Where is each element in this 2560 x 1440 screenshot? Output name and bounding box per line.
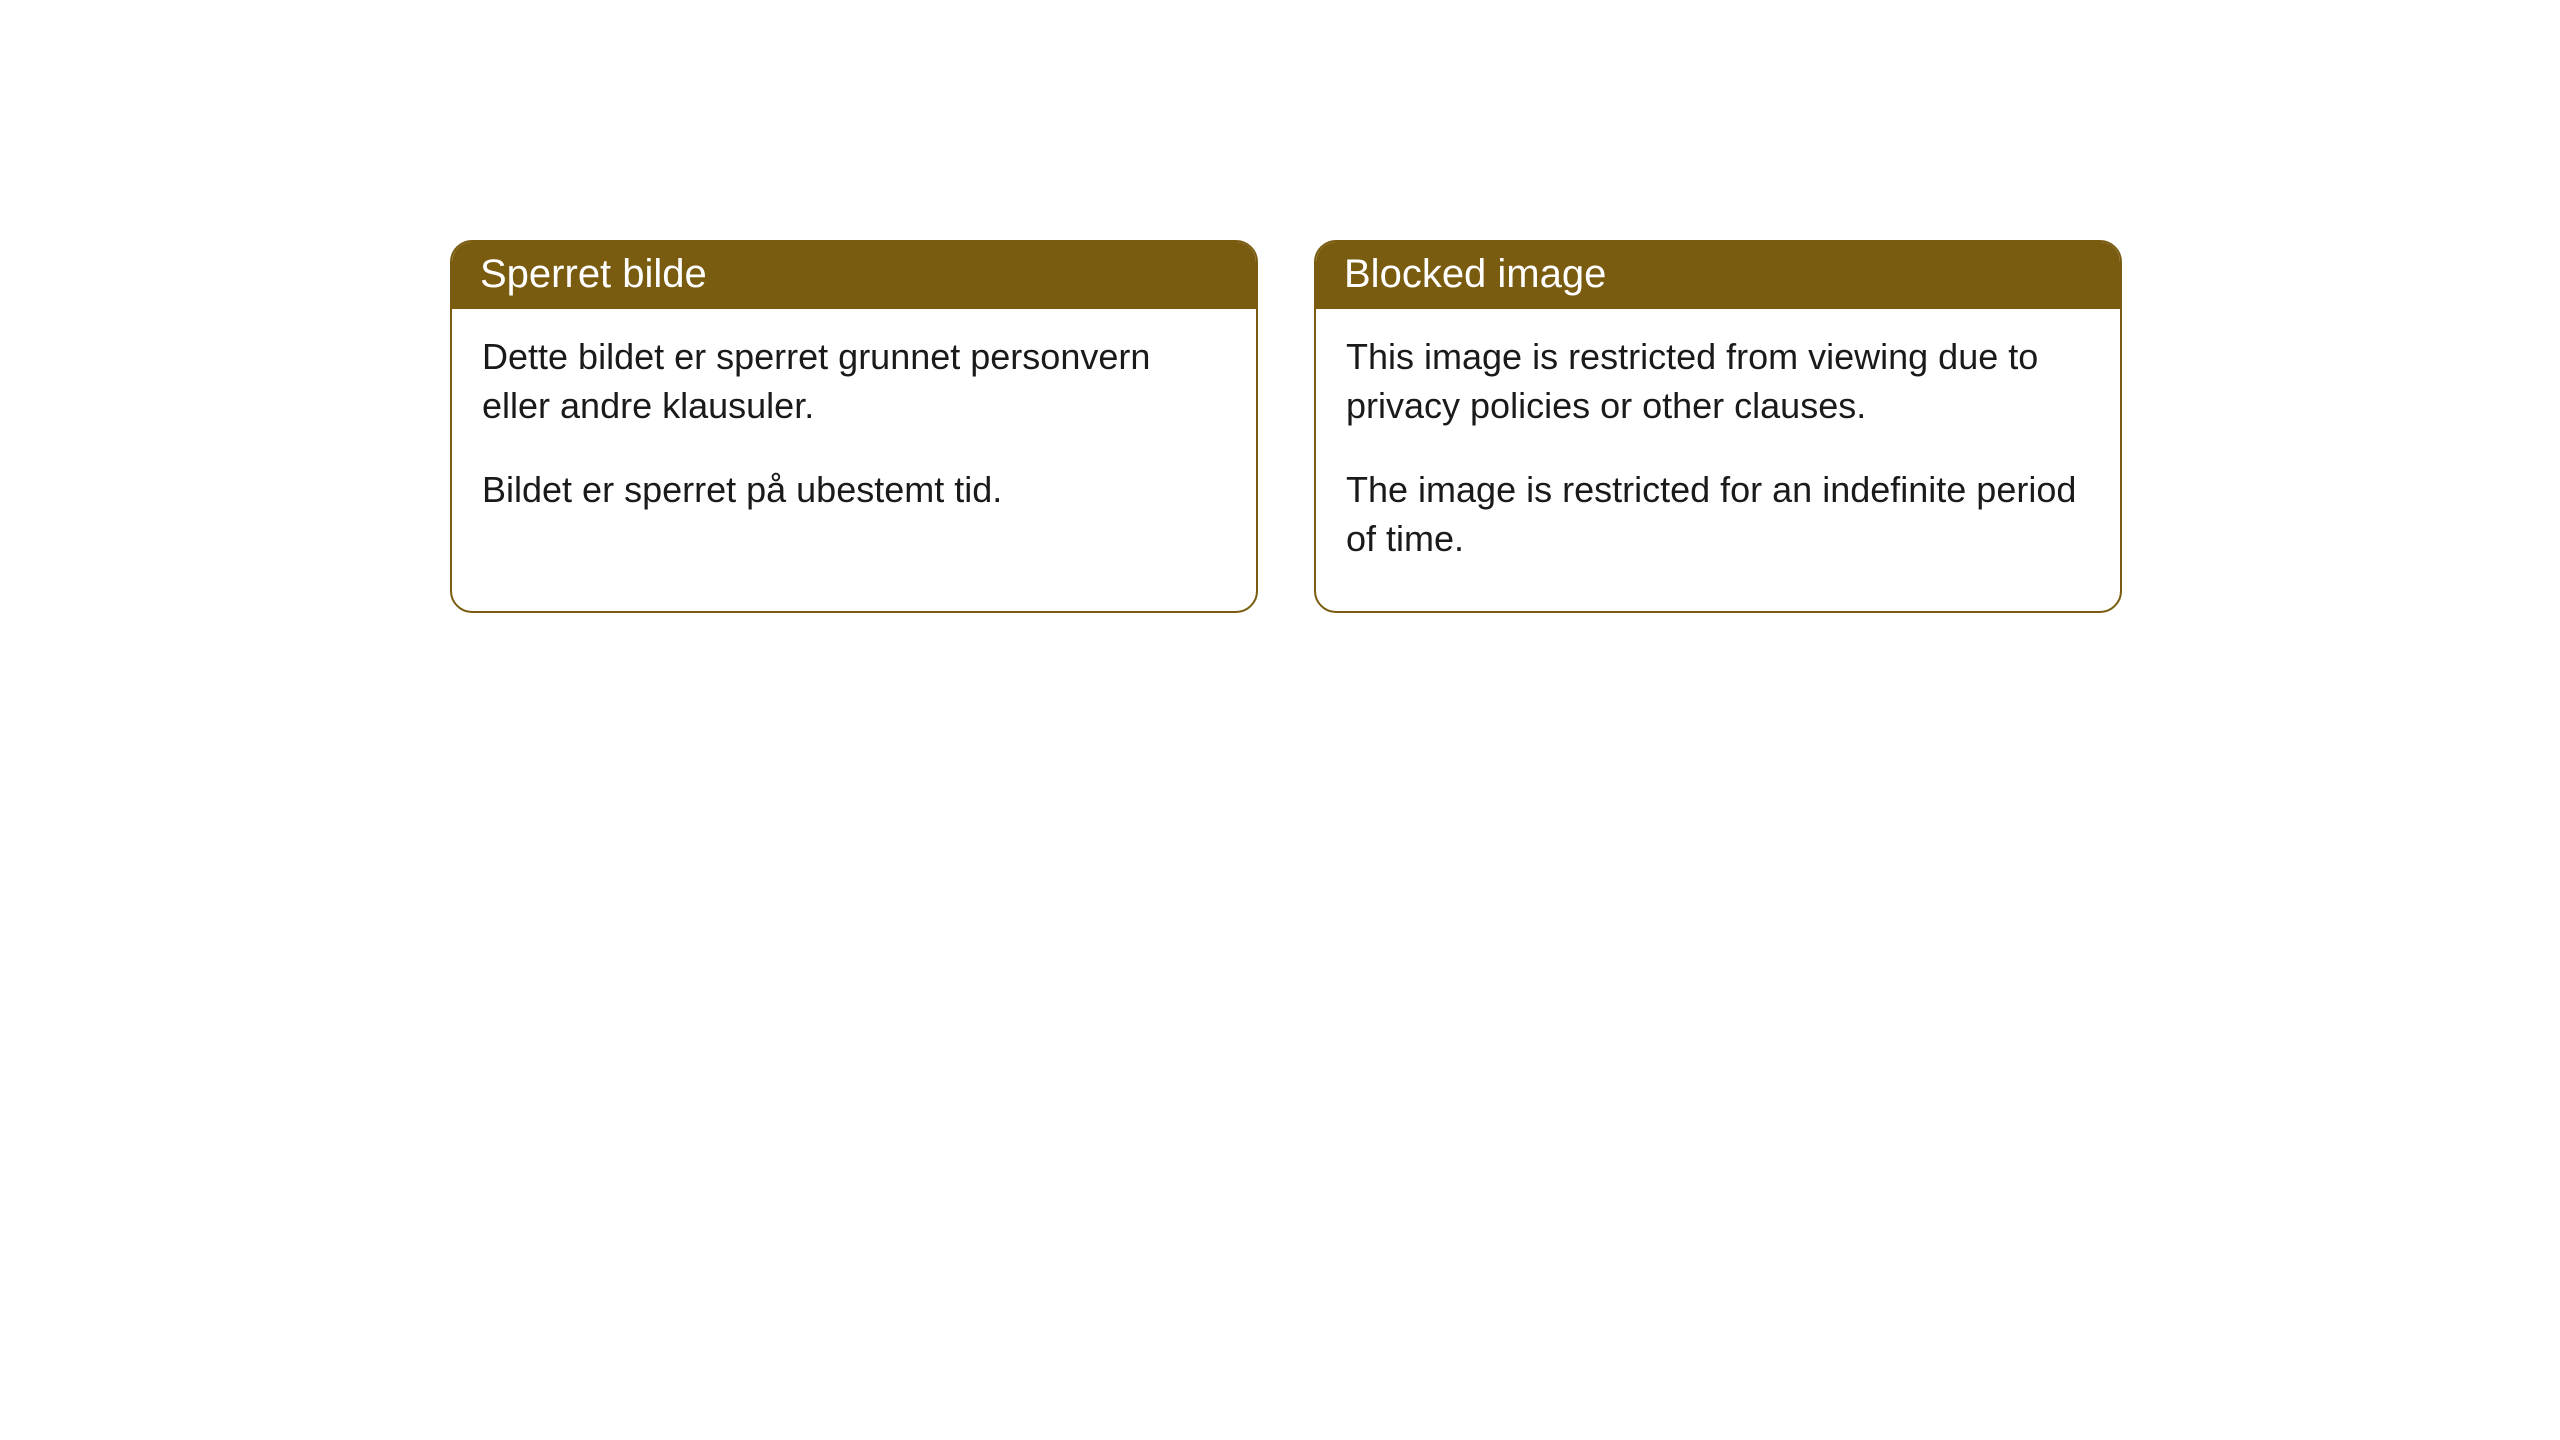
card-paragraph: The image is restricted for an indefinit… [1346,466,2090,563]
card-body-english: This image is restricted from viewing du… [1316,309,2120,611]
card-paragraph: Dette bildet er sperret grunnet personve… [482,333,1226,430]
card-title: Blocked image [1344,252,1606,296]
notice-card-english: Blocked image This image is restricted f… [1314,240,2122,613]
card-title: Sperret bilde [480,252,707,296]
card-header-norwegian: Sperret bilde [452,242,1256,309]
card-body-norwegian: Dette bildet er sperret grunnet personve… [452,309,1256,563]
notice-cards-container: Sperret bilde Dette bildet er sperret gr… [450,240,2122,613]
notice-card-norwegian: Sperret bilde Dette bildet er sperret gr… [450,240,1258,613]
card-header-english: Blocked image [1316,242,2120,309]
card-paragraph: This image is restricted from viewing du… [1346,333,2090,430]
card-paragraph: Bildet er sperret på ubestemt tid. [482,466,1226,515]
